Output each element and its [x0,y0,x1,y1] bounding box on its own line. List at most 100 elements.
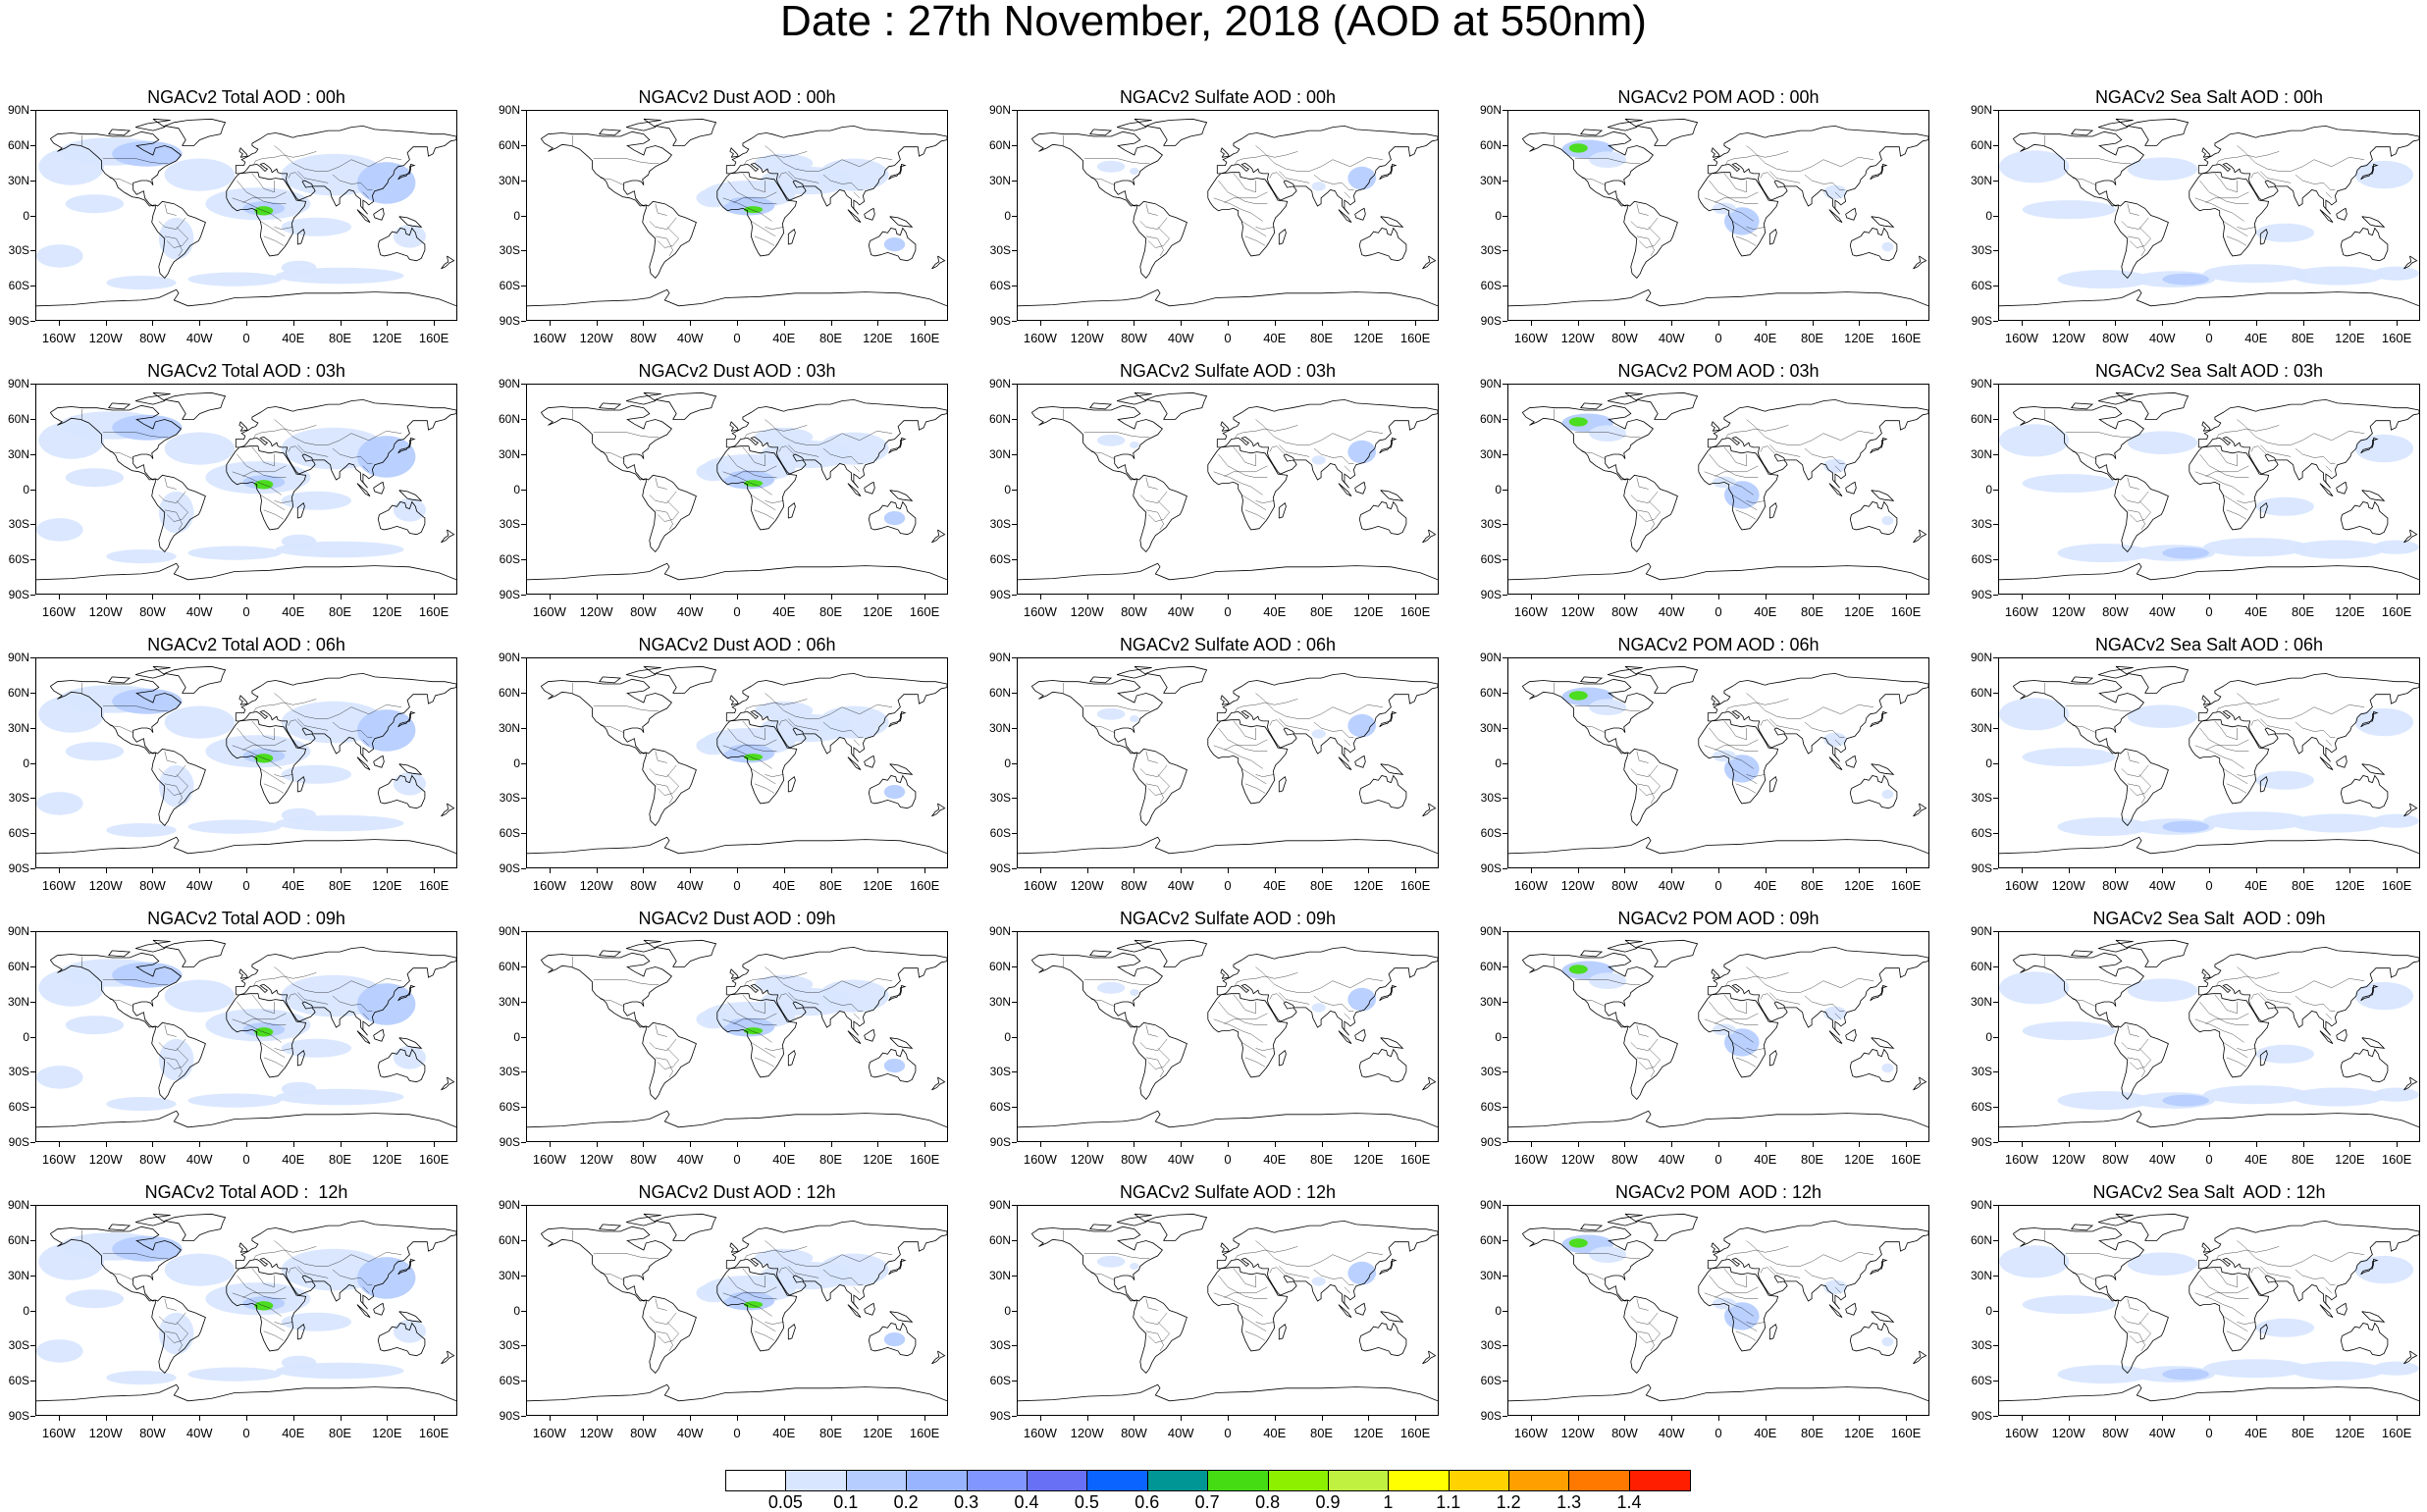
aod-region [696,1283,731,1303]
coastline [238,1242,248,1253]
aod-region [1311,729,1326,739]
country-border [1636,1024,1649,1037]
coastline [1220,421,1230,432]
lat-tick [521,215,526,217]
coastline [1999,836,2419,855]
lon-tick [340,1416,342,1421]
coastline [1422,803,1437,817]
lat-tick-label: 90S [499,861,520,875]
country-border [1313,995,1354,1012]
lon-tick-label: 40E [1263,878,1287,893]
lat-tick [521,868,526,869]
coastline [889,1037,914,1049]
coastline [2070,402,2094,410]
lat-tick [30,1310,35,1312]
lon-tick [2349,321,2351,326]
lat-tick [30,868,35,869]
aod-region [2255,1318,2314,1337]
map-panel: NGACv2 POM AOD : 09h 90N 60N 30N 0 30S 60S 90S 1… [1472,910,1963,1194]
country-border [751,1316,776,1331]
lon-tick-label: 80W [1611,331,1638,345]
lat-tick-label: 30S [499,791,520,806]
lat-tick-label: 30N [988,720,1011,735]
lat-tick [1993,931,1998,932]
coastline [2361,216,2386,228]
world-map [1998,384,2420,595]
country-border [237,1275,287,1299]
coastline [1030,1225,1163,1302]
coastline [163,665,227,694]
coastline [1338,1030,1352,1044]
lon-tick-label: 40W [676,878,704,893]
aod-region [1347,987,1376,1012]
lon-tick-label: 120E [1353,878,1384,893]
country-border [288,719,304,729]
coastline [1133,200,1187,280]
lat-tick [521,833,526,835]
lon-tick-label: 80E [328,331,352,345]
country-border [1279,992,1310,1005]
main-title: Date : 27th November, 2018 (AOD at 550nm… [780,0,1647,45]
coastline [373,1302,385,1316]
aod-region [2022,474,2116,494]
lon-tick [1718,1416,1719,1421]
country-border [2127,1024,2139,1037]
coastline [235,125,456,215]
aod-region [1130,989,1139,996]
panel-title: NGACv2 Dust AOD : 09h [638,909,836,928]
lon-tick-label: 160W [41,878,76,893]
coastline [1845,207,1857,221]
lat-tick-label: 90S [8,1409,29,1423]
lat-tick-label: 90N [1479,1198,1502,1212]
coastline [1711,421,1720,432]
panel-title: NGACv2 Dust AOD : 00h [638,87,836,107]
lon-tick-label: 120W [88,331,123,345]
coastline [540,404,672,481]
country-border [1139,764,1168,777]
coastline [2201,968,2211,979]
country-border [1630,764,1659,777]
country-border [297,1266,329,1278]
lat-tick-label: 30S [989,243,1011,258]
lon-tick [596,595,598,600]
lat-tick [1012,657,1017,658]
country-border [274,966,402,993]
country-border [1233,446,1256,467]
lon-tick-label: 40W [185,1426,213,1440]
country-border [1083,705,1150,711]
country-border [1574,979,1641,985]
aod-region [2127,704,2198,728]
aod-region [393,1046,426,1069]
lat-tick [1503,418,1507,420]
aod-region [106,1371,177,1385]
country-border [242,465,287,477]
lat-tick [1993,762,1998,764]
lat-tick [1993,965,1998,967]
coastline [2336,755,2348,768]
lat-tick [30,453,35,455]
lat-tick [1012,595,1017,596]
lat-tick [30,1416,35,1417]
country-border [655,477,667,490]
lon-tick-label: 80W [630,331,657,345]
aod-region [65,742,125,761]
lat-tick-label: 90S [1480,314,1502,328]
aod-region [2291,1361,2385,1381]
coastline [2336,1028,2348,1042]
country-border [2250,993,2267,1003]
lat-tick-label: 90S [499,588,520,601]
lon-tick-label: 160W [2004,1152,2038,1167]
lat-tick [1503,762,1507,764]
coastline [654,665,717,694]
coastline [1338,483,1352,496]
lat-tick [30,180,35,182]
lon-tick [340,1142,342,1147]
coastline [163,939,227,967]
coastline [1207,172,1289,257]
panel-title: NGACv2 Total AOD : 00h [147,87,345,107]
coastline [888,710,907,728]
map-panel: NGACv2 Total AOD : 00h 90N 60N 30N 0 30S 60S 90… [0,88,491,373]
lon-tick [1415,1142,1417,1147]
aod-region [106,823,177,838]
aod-region [1347,166,1376,190]
